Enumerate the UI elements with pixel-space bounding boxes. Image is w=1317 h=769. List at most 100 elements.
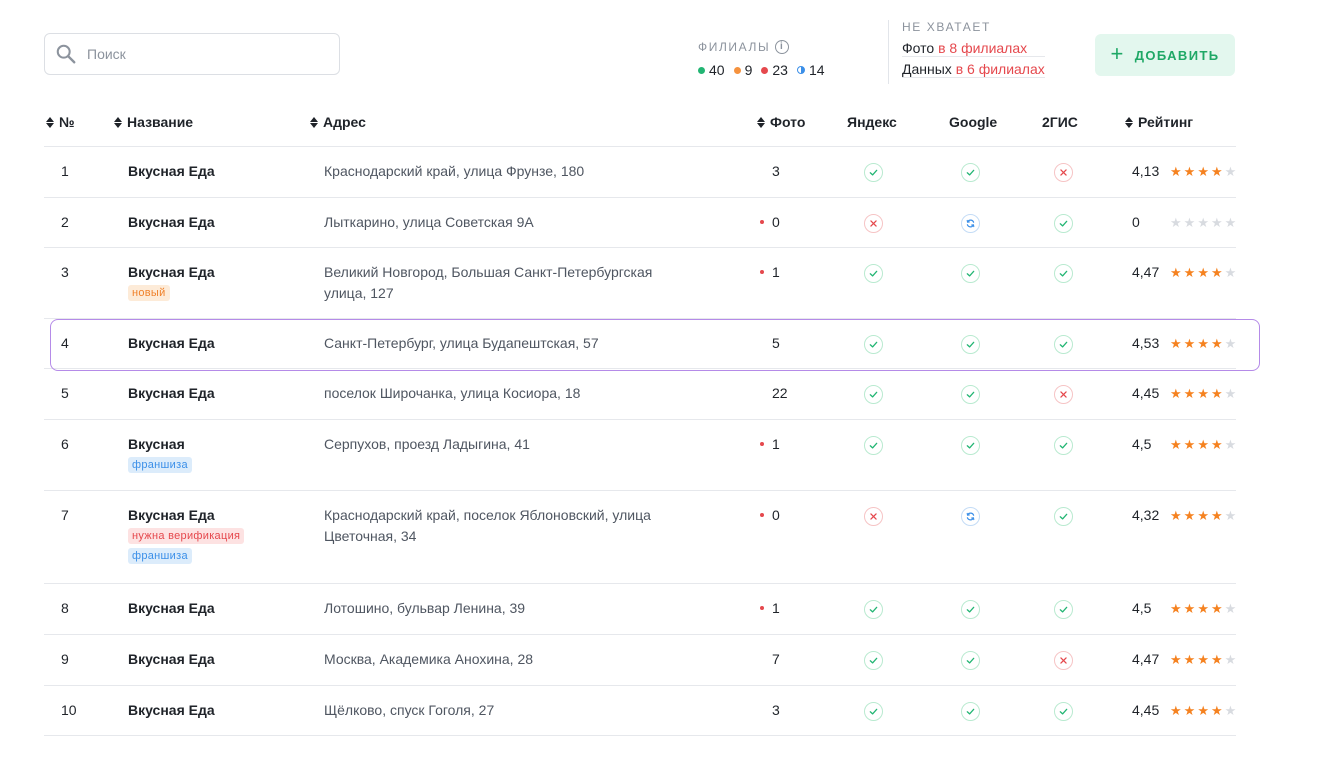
check-icon[interactable] [961, 436, 980, 455]
photo-count[interactable]: 1 [760, 600, 820, 616]
rating: 4,13 ★ ★ ★ ★ ★ [1132, 163, 1236, 179]
add-button[interactable]: + ДОБАВИТЬ [1095, 34, 1235, 76]
check-icon[interactable] [961, 385, 980, 404]
branch-name-cell[interactable]: Вкусная Еда новый [128, 264, 215, 301]
branch-count[interactable]: 14 [796, 62, 825, 78]
rating-value: 4,5 [1132, 436, 1152, 452]
alert-dot-icon [760, 606, 764, 610]
branch-name-cell[interactable]: Вкусная Еда [128, 163, 215, 179]
search-box[interactable] [44, 33, 340, 75]
table-row[interactable]: 5 Вкусная Еда поселок Широчанка, улица Кос… [44, 369, 1236, 420]
branch-name-cell[interactable]: Вкусная Еда [128, 335, 215, 351]
check-icon[interactable] [1054, 264, 1073, 283]
table-row[interactable]: 6 Вкусная франшиза Серпухов, проезд Ладыгин… [44, 420, 1236, 491]
check-icon[interactable] [961, 264, 980, 283]
sort-icon [757, 116, 765, 128]
check-icon[interactable] [864, 335, 883, 354]
table-row[interactable]: 4 Вкусная Еда Санкт-Петербург, улица Будап… [44, 319, 1236, 369]
google-status [961, 651, 980, 670]
branch-name-cell[interactable]: Вкусная Еда [128, 385, 215, 401]
check-icon[interactable] [1054, 214, 1073, 233]
2gis-status [1054, 600, 1073, 619]
branch-name-cell[interactable]: Вкусная Еда [128, 600, 215, 616]
check-icon[interactable] [1054, 702, 1073, 721]
check-icon[interactable] [864, 163, 883, 182]
row-number: 10 [61, 702, 77, 718]
check-icon[interactable] [864, 436, 883, 455]
table-row[interactable]: 3 Вкусная Еда новый Великий Новгород, Больш… [44, 248, 1236, 319]
photo-count[interactable]: 1 [760, 264, 820, 280]
table-row[interactable]: 2 Вкусная Еда Лыткарино, улица Советская 9… [44, 198, 1236, 248]
search-icon [56, 44, 76, 64]
missing-photo-link[interactable]: в 8 филиалах [938, 40, 1028, 56]
check-icon[interactable] [961, 702, 980, 721]
header-photo: Фото [770, 114, 806, 130]
missing-title: НЕ ХВАТАЕТ [902, 20, 991, 34]
2gis-status [1054, 702, 1073, 721]
photo-count[interactable]: 7 [760, 651, 820, 667]
photo-count[interactable]: 22 [760, 385, 820, 401]
rating-value: 4,47 [1132, 264, 1160, 280]
branch-count[interactable]: 9 [733, 62, 752, 78]
check-icon[interactable] [961, 335, 980, 354]
check-icon[interactable] [1054, 600, 1073, 619]
sort-rating[interactable]: Рейтинг [1125, 114, 1193, 130]
missing-data: Данных в 6 филиалах [902, 61, 1045, 78]
branch-name-cell[interactable]: Вкусная Еда [128, 214, 215, 230]
table-row[interactable]: 7 Вкусная Еда нужна верификация франшиза Кра… [44, 491, 1236, 584]
sort-photo[interactable]: Фото [757, 114, 805, 130]
branch-name-cell[interactable]: Вкусная Еда [128, 702, 215, 718]
check-icon[interactable] [864, 651, 883, 670]
sync-icon[interactable] [961, 214, 980, 233]
branch-count[interactable]: 23 [761, 62, 788, 78]
branch-count[interactable]: 40 [698, 62, 725, 78]
alert-dot-icon [760, 442, 764, 446]
address: Серпухов, проезд Ладыгина, 41 [324, 436, 530, 452]
check-icon[interactable] [864, 702, 883, 721]
yandex-status [864, 507, 883, 526]
cross-icon[interactable] [864, 507, 883, 526]
sort-num[interactable]: № [46, 114, 75, 130]
branch-name-cell[interactable]: Вкусная Еда нужна верификация франшиза [128, 507, 245, 564]
photo-count[interactable]: 1 [760, 436, 820, 452]
table-row[interactable]: 9 Вкусная Еда Москва, Академика Анохина, 2… [44, 635, 1236, 686]
photo-count[interactable]: 3 [760, 702, 820, 718]
sort-address[interactable]: Адрес [310, 114, 366, 130]
cross-icon[interactable] [864, 214, 883, 233]
missing-data-link[interactable]: в 6 филиалах [955, 61, 1045, 77]
check-icon[interactable] [864, 264, 883, 283]
branch-name: Вкусная Еда [128, 507, 215, 523]
check-icon[interactable] [961, 600, 980, 619]
photo-count[interactable]: 0 [760, 214, 820, 230]
yandex-status [864, 702, 883, 721]
cross-icon[interactable] [1054, 163, 1073, 182]
google-status [961, 214, 980, 233]
photo-count[interactable]: 0 [760, 507, 820, 523]
photo-count[interactable]: 5 [760, 335, 820, 351]
branch-name-cell[interactable]: Вкусная франшиза [128, 436, 192, 473]
check-icon[interactable] [1054, 436, 1073, 455]
info-icon[interactable]: i [775, 40, 790, 54]
rating: 4,5 ★ ★ ★ ★ ★ [1132, 600, 1236, 616]
table-row[interactable]: 10 Вкусная Еда Щёлково, спуск Гоголя, 27 3 4… [44, 686, 1236, 736]
check-icon[interactable] [864, 600, 883, 619]
search-input[interactable] [87, 46, 327, 62]
sort-icon [114, 116, 122, 128]
table-row[interactable]: 8 Вкусная Еда Лотошино, бульвар Ленина, 39… [44, 584, 1236, 635]
cross-icon[interactable] [1054, 651, 1073, 670]
badge-verify: нужна верификация [128, 528, 245, 544]
table-row[interactable]: 1 Вкусная Еда Краснодарский край, улица Фр… [44, 147, 1236, 198]
sync-icon[interactable] [961, 507, 980, 526]
check-icon[interactable] [961, 651, 980, 670]
cross-icon[interactable] [1054, 385, 1073, 404]
check-icon[interactable] [961, 163, 980, 182]
check-icon[interactable] [864, 385, 883, 404]
branch-name-cell[interactable]: Вкусная Еда [128, 651, 215, 667]
address: Краснодарский край, поселок Яблоновский,… [324, 507, 651, 544]
add-button-label: ДОБАВИТЬ [1134, 47, 1220, 63]
check-icon[interactable] [1054, 335, 1073, 354]
header-yandex: Яндекс [847, 114, 897, 130]
sort-name[interactable]: Название [114, 114, 193, 130]
photo-count[interactable]: 3 [760, 163, 820, 179]
check-icon[interactable] [1054, 507, 1073, 526]
